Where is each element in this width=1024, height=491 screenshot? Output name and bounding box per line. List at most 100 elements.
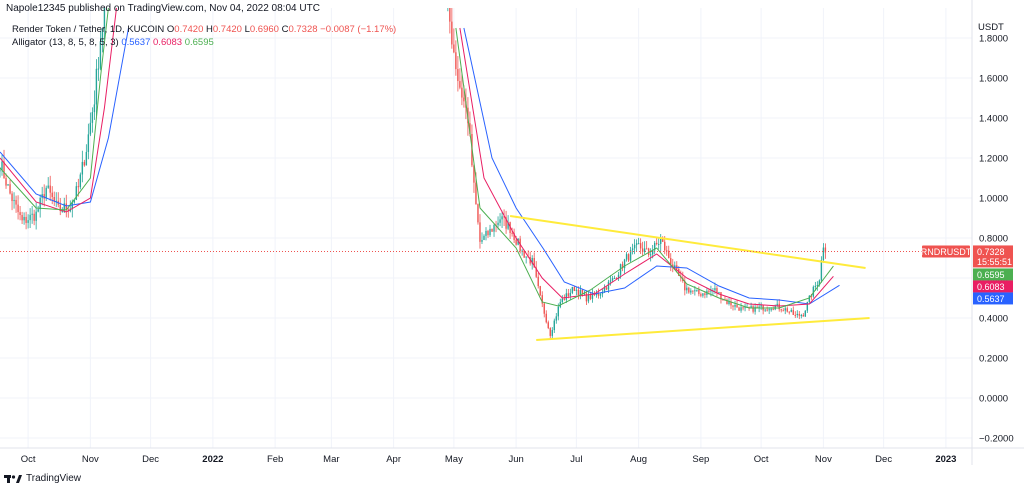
lips-value: 0.6595 — [184, 37, 214, 48]
candle-body — [611, 278, 614, 281]
candle-body — [447, 0, 448, 7]
candle-body — [714, 288, 716, 291]
candle-body — [21, 214, 23, 221]
y-tick-label: −0.2000 — [979, 434, 1014, 445]
symbol-name[interactable]: Render Token / Tether, 1D, KUCOIN — [12, 24, 165, 35]
indicator-name[interactable]: Alligator (13, 8, 5, 8, 5, 3) — [12, 37, 119, 48]
candle-body — [651, 250, 654, 255]
candle-body — [583, 293, 586, 295]
x-tick-label: Feb — [267, 454, 283, 465]
candle-body — [664, 241, 666, 251]
close-value: 0.7328 — [288, 24, 318, 35]
candle-body — [780, 309, 782, 311]
candle-body — [708, 290, 710, 292]
candle-body — [71, 202, 74, 209]
candle-body — [581, 289, 584, 294]
candle-body — [543, 303, 545, 314]
y-tick-label: 0.8000 — [979, 234, 1008, 245]
x-tick-label: Apr — [386, 454, 401, 465]
candle-body — [537, 276, 539, 287]
symbol-label-box — [922, 245, 970, 258]
candle-body — [459, 81, 461, 88]
candle-body — [497, 222, 499, 226]
candle-body — [101, 28, 104, 42]
brand-name[interactable]: TradingView — [26, 473, 82, 484]
trendline — [536, 317, 870, 341]
candle-body — [5, 178, 7, 186]
candle-body — [655, 242, 658, 245]
candle-body — [806, 301, 809, 311]
candle-body — [37, 209, 39, 212]
candle-body — [19, 212, 21, 215]
candle-body — [788, 311, 790, 313]
candle-body — [774, 305, 776, 310]
candle-body — [810, 295, 813, 297]
candle-body — [770, 309, 772, 311]
candle-body — [493, 224, 495, 232]
candle-body — [577, 289, 580, 296]
candle-body — [551, 330, 553, 336]
symbol-label: RNDRUSDT — [921, 245, 972, 258]
candle-body — [95, 68, 98, 105]
candle-body — [601, 292, 604, 295]
candle-body — [607, 281, 610, 290]
candle-body — [816, 285, 819, 287]
candle-body — [752, 306, 754, 312]
candle-body — [47, 185, 49, 188]
candle-body — [63, 203, 65, 211]
candle-body — [79, 174, 82, 188]
candle-body — [760, 305, 762, 307]
candle-body — [87, 134, 90, 152]
candle-body — [549, 328, 551, 336]
high-value: 0.7420 — [212, 24, 242, 35]
last-price-box — [973, 245, 1013, 268]
candle-body — [631, 248, 634, 251]
candle-body — [758, 306, 760, 308]
candle-body — [11, 193, 13, 202]
candle-body — [718, 292, 720, 294]
candle-body — [81, 161, 84, 175]
candle-body — [27, 220, 29, 223]
jaw-value: 0.5637 — [121, 37, 151, 48]
candle-body — [674, 265, 676, 268]
candle-body — [535, 267, 537, 277]
candle-body — [501, 216, 503, 220]
candle-body — [599, 294, 602, 296]
candle-body — [736, 304, 738, 308]
candle-body — [15, 199, 17, 205]
candle-body — [85, 151, 88, 166]
candle-body — [666, 250, 668, 252]
candle-body — [796, 313, 798, 316]
candle-body — [587, 294, 590, 302]
candle-body — [479, 222, 481, 242]
x-tick-label: 2023 — [935, 454, 956, 465]
change-value: −0.0087 (−1.17%) — [320, 24, 397, 35]
candle-body — [541, 295, 543, 304]
candle-body — [734, 304, 736, 307]
candle-body — [802, 314, 805, 317]
x-tick-label: Mar — [323, 454, 339, 465]
candle-body — [784, 308, 786, 311]
candle-body — [43, 194, 45, 199]
candle-body — [668, 250, 670, 259]
x-tick-label: Dec — [142, 454, 159, 465]
jaw-price-text: 0.5637 — [977, 294, 1005, 304]
candle-body — [641, 248, 644, 252]
candle-body — [545, 313, 547, 323]
y-tick-label: 0.4000 — [979, 314, 1008, 325]
x-tick-label: Sep — [692, 454, 709, 465]
candle-body — [561, 298, 564, 303]
candle-body — [99, 41, 102, 69]
candle-body — [505, 217, 507, 229]
candle-body — [804, 310, 807, 317]
candle-body — [513, 233, 515, 240]
y-tick-label: 1.2000 — [979, 154, 1008, 165]
candle-body — [756, 306, 758, 308]
low-label: L — [244, 24, 250, 35]
candle-body — [557, 306, 560, 317]
candle-body — [692, 290, 694, 292]
candle-body — [491, 228, 493, 232]
candle-body — [477, 204, 479, 223]
